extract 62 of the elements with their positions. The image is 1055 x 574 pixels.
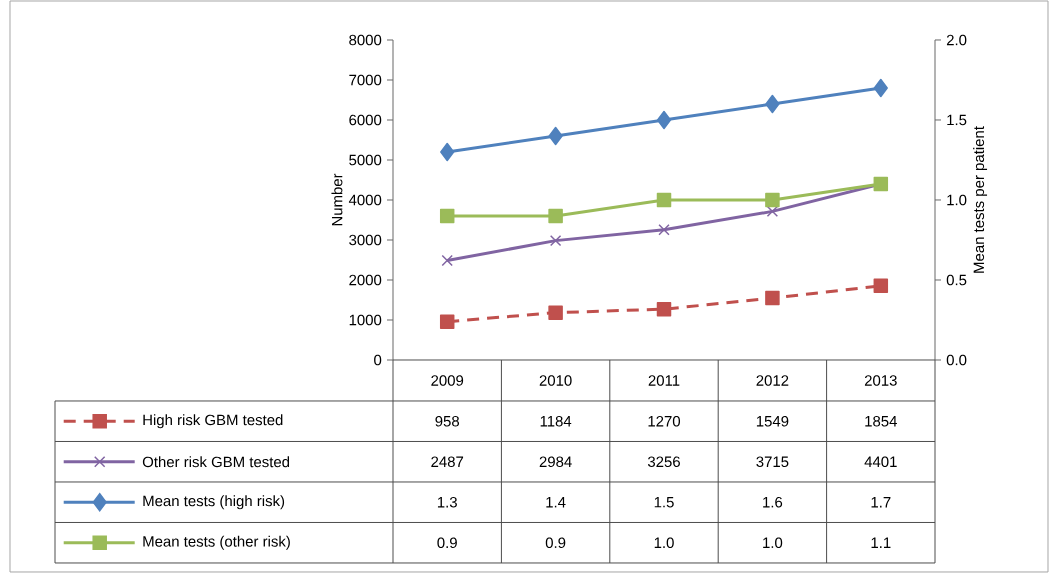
legend-label: Mean tests (high risk): [143, 495, 285, 510]
point: [440, 142, 455, 162]
data-label: 0.9: [545, 537, 566, 549]
point: [548, 126, 563, 146]
point: [548, 208, 563, 224]
data-label: 958: [435, 415, 460, 427]
x-tick-label: 2012: [756, 375, 789, 386]
point: [656, 110, 672, 130]
point: [873, 78, 888, 98]
y2-tick-label: 2.0: [946, 34, 967, 46]
data-label: 1.3: [437, 496, 457, 508]
data-label: 1.7: [871, 497, 891, 508]
data-label: 0.9: [437, 537, 457, 549]
y2-tick-label: 1.0: [947, 194, 967, 206]
y-tick-label: 4000: [348, 194, 382, 206]
x-tick-label: 2009: [431, 375, 464, 386]
y-tick-label: 2000: [349, 274, 382, 286]
data-label: 1.5: [654, 497, 674, 508]
point: [656, 192, 672, 208]
point: [873, 278, 889, 294]
data-label: 1.0: [654, 537, 674, 549]
y2-axis-title: Mean tests per patient: [973, 126, 988, 273]
point: [548, 305, 563, 320]
legend-label: High risk GBM tested: [143, 414, 283, 429]
data-label: 1.4: [546, 497, 566, 508]
y-tick-label: 7000: [349, 74, 382, 86]
y-tick-label: 8000: [349, 34, 382, 46]
y-axis-title: Number: [331, 173, 343, 226]
legend-label: Other risk GBM tested: [142, 456, 290, 468]
data-label: 1184: [540, 415, 572, 427]
y-tick-label: 6000: [349, 114, 382, 126]
point: [765, 290, 780, 306]
y2-tick-label: 0.5: [946, 274, 967, 286]
legend-label: Mean tests (other risk): [143, 535, 290, 550]
data-label: 2487: [431, 456, 464, 468]
point: [656, 301, 672, 317]
data-label: 1.6: [763, 496, 783, 508]
point: [439, 314, 455, 329]
y-tick-label: 1000: [349, 314, 382, 326]
y2-tick-label: 1.5: [947, 114, 967, 126]
data-label: 2984: [539, 456, 572, 468]
point: [765, 192, 780, 208]
data-label: 1270: [648, 415, 681, 427]
x-tick-label: 2010: [539, 375, 572, 386]
point: [765, 94, 780, 114]
y-tick-label: 5000: [349, 154, 382, 166]
point: [439, 208, 455, 224]
data-label: 3256: [647, 456, 680, 468]
data-label: 3715: [756, 456, 789, 468]
data-label: 1854: [865, 415, 897, 427]
point: [549, 234, 562, 247]
y-tick-label: 0: [374, 354, 382, 366]
y-tick-label: 3000: [349, 234, 382, 246]
data-label: 1.1: [871, 537, 891, 548]
y2-tick-label: 0.0: [946, 354, 967, 366]
x-tick-label: 2013: [864, 375, 897, 386]
point: [441, 254, 453, 267]
x-tick-label: 2011: [648, 375, 680, 386]
point: [658, 224, 670, 236]
data-label: 4401: [864, 456, 897, 468]
data-label: 1549: [756, 415, 789, 427]
data-label: 1.0: [763, 537, 783, 549]
